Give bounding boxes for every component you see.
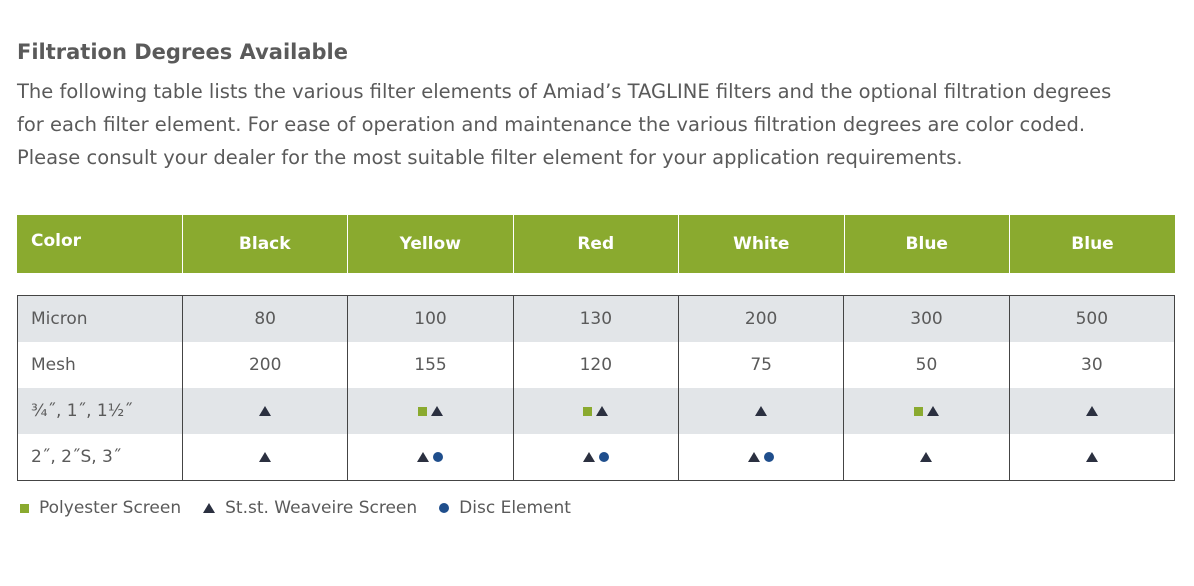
green-square-icon	[20, 503, 29, 513]
symbol-cell	[843, 434, 1010, 481]
symbol-cell	[1008, 388, 1175, 434]
size-row-small: ¾˝, 1˝, 1½˝	[17, 388, 1175, 434]
micron-cell: 200	[677, 295, 844, 342]
triangle-icon	[1085, 406, 1098, 416]
intro-line: for each filter element. For ease of ope…	[17, 113, 1086, 136]
mesh-cell: 75	[677, 342, 844, 388]
intro-paragraph: The following table lists the various fi…	[17, 75, 1187, 174]
row-label: 2˝, 2˝S, 3˝	[17, 434, 183, 481]
symbol-cell	[181, 434, 348, 481]
row-label: Mesh	[17, 342, 183, 388]
triangle-icon	[755, 406, 768, 416]
row-label: Micron	[17, 295, 183, 342]
symbol-cell	[512, 434, 679, 481]
triangle-icon	[430, 406, 443, 416]
color-cell: White	[678, 215, 844, 273]
symbol-cell	[347, 434, 514, 481]
mesh-cell: 155	[347, 342, 514, 388]
page-title: Filtration Degrees Available	[17, 40, 348, 64]
micron-cell: 130	[512, 295, 679, 342]
color-cell: Blue	[843, 215, 1010, 273]
intro-line: Please consult your dealer for the most …	[17, 146, 963, 169]
intro-line: The following table lists the various fi…	[17, 80, 1112, 103]
symbol-cell	[677, 388, 844, 434]
blue-dot-icon	[439, 503, 450, 513]
triangle-icon	[920, 452, 933, 462]
legend-item-disc: Disc Element	[437, 498, 571, 518]
triangle-icon	[203, 503, 216, 513]
symbol-cell	[347, 388, 514, 434]
micron-cell: 500	[1008, 295, 1175, 342]
micron-cell: 80	[181, 295, 348, 342]
blue-dot-icon	[764, 452, 775, 462]
triangle-icon	[596, 406, 609, 416]
micron-cell: 100	[347, 295, 514, 342]
micron-cell: 300	[843, 295, 1010, 342]
mesh-cell: 200	[181, 342, 348, 388]
size-row-large: 2˝, 2˝S, 3˝	[17, 434, 1175, 481]
color-cell: Black	[181, 215, 348, 273]
blue-dot-icon	[598, 452, 609, 462]
color-cell: Yellow	[347, 215, 513, 273]
green-square-icon	[417, 406, 427, 416]
symbol-cell	[181, 388, 348, 434]
blue-dot-icon	[433, 452, 444, 462]
symbol-cell	[1008, 434, 1175, 481]
color-header-label: Color	[17, 215, 182, 273]
symbol-cell	[677, 434, 844, 481]
row-label: ¾˝, 1˝, 1½˝	[17, 388, 183, 434]
color-cell: Blue	[1009, 215, 1175, 273]
triangle-icon	[259, 452, 272, 462]
triangle-icon	[748, 452, 761, 462]
color-cell: Red	[512, 215, 679, 273]
legend-label: Disc Element	[459, 498, 571, 518]
mesh-cell: 50	[843, 342, 1010, 388]
filtration-table: Micron 80 100 130 200 300 500 Mesh 200 1…	[17, 295, 1175, 481]
mesh-row: Mesh 200 155 120 75 50 30	[17, 342, 1175, 388]
green-square-icon	[583, 406, 593, 416]
legend-label: Polyester Screen	[39, 498, 182, 518]
legend-label: St.st. Weaveire Screen	[225, 498, 418, 518]
triangle-icon	[582, 452, 595, 462]
micron-row: Micron 80 100 130 200 300 500	[17, 295, 1175, 342]
triangle-icon	[1085, 452, 1098, 462]
symbol-cell	[512, 388, 679, 434]
legend-item-polyester: Polyester Screen	[18, 498, 181, 518]
mesh-cell: 30	[1008, 342, 1175, 388]
color-header-table: Color Black Yellow Red White Blue Blue	[17, 215, 1175, 273]
legend-item-weave: St.st. Weaveire Screen	[201, 498, 417, 518]
legend: Polyester Screen St.st. Weaveire Screen …	[18, 498, 591, 518]
triangle-icon	[259, 406, 272, 416]
mesh-cell: 120	[512, 342, 679, 388]
color-header-row: Color Black Yellow Red White Blue Blue	[17, 215, 1175, 273]
green-square-icon	[913, 406, 923, 416]
symbol-cell	[843, 388, 1010, 434]
triangle-icon	[417, 452, 430, 462]
triangle-icon	[926, 406, 939, 416]
